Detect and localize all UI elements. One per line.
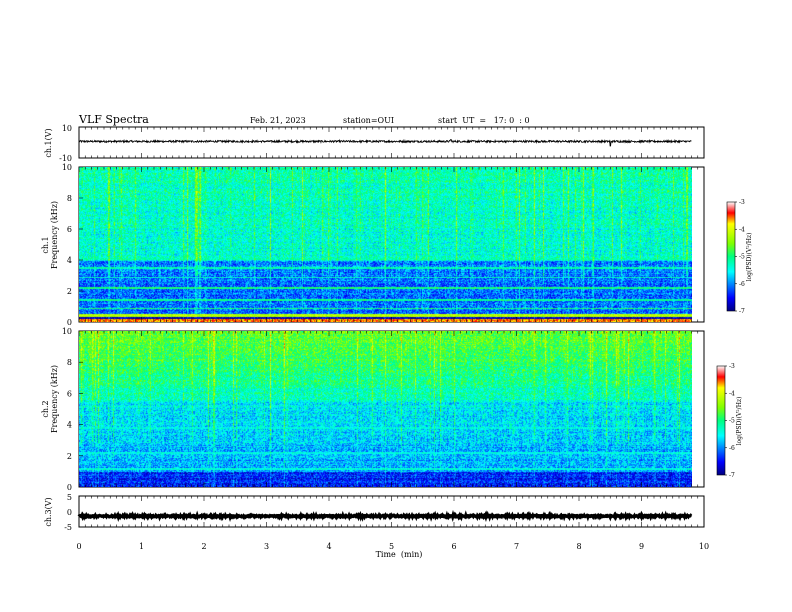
ch2-yticks: 0 2 4 6 8 10 <box>62 327 83 492</box>
date-label: Feb. 21, 2023 <box>250 116 306 125</box>
ch1-ytick: 8 <box>67 194 72 203</box>
ch1-ylabel-frequency: Frequency (kHz) <box>50 201 59 269</box>
time-tick-label: 8 <box>576 542 581 551</box>
ch3-ytick-mid: 0 <box>67 508 72 517</box>
time-tick-label: 0 <box>76 542 81 551</box>
ch2-ylabel-frequency: Frequency (kHz) <box>50 365 59 433</box>
ch1-colorbar-tick: -3 <box>739 199 745 206</box>
ch1-colorbar-tick: -4 <box>739 226 745 233</box>
ch1-spectrogram <box>79 167 692 322</box>
ch2-colorbar-tick: -4 <box>729 390 735 397</box>
time-axis-ticks: 0 1 2 3 4 5 6 7 8 9 10 <box>76 542 709 551</box>
ch2-ytick: 4 <box>67 421 72 430</box>
ch2-ylabel-channel: ch.2 <box>41 400 50 417</box>
ch1-ytick: 6 <box>67 225 72 234</box>
ch2-colorbar-tick: -7 <box>729 472 735 479</box>
ch1-trace <box>78 138 692 147</box>
time-tick-label: 2 <box>201 542 206 551</box>
ch1-waveform-panel: 10 -10 ch.1(V) <box>44 124 705 163</box>
ch2-colorbar-ticks: -3 -4 -5 -6 -7 <box>725 363 735 479</box>
ch2-colorbar-tick: -5 <box>729 418 735 425</box>
ch1-ytick-top: 10 <box>62 124 72 133</box>
ch1-ytick-bottom: -10 <box>59 154 72 163</box>
ch2-colorbar-tick: -6 <box>729 445 735 452</box>
time-tick-label: 10 <box>699 542 709 551</box>
ch2-ytick: 6 <box>67 389 72 398</box>
time-tick-label: 4 <box>326 542 331 551</box>
ch1-ylabel: ch.1(V) <box>44 128 53 157</box>
ch3-time-ticks <box>78 496 705 527</box>
ch1-colorbar-ticks: -3 -4 -5 -6 -7 <box>735 199 745 315</box>
ch1-colorbar <box>726 201 736 312</box>
time-tick-label: 6 <box>451 542 456 551</box>
ch2-colorbar-tick: -3 <box>729 363 735 370</box>
time-tick-label: 5 <box>389 542 394 551</box>
start-time-label: start UT = 17: 0 : 0 <box>438 116 530 125</box>
ch1-colorbar-tick: -5 <box>739 254 745 261</box>
ch1-ytick: 4 <box>67 256 72 265</box>
ch2-ytick: 0 <box>67 483 72 492</box>
ch2-ytick: 10 <box>62 327 72 336</box>
ch3-ytick-top: 5 <box>67 493 72 502</box>
ch1-ytick: 2 <box>67 287 72 296</box>
ch1-colorbar-tick: -7 <box>739 308 745 315</box>
ch3-ytick-bottom: -5 <box>64 523 72 532</box>
ch1-colorbar-label: log(PSD)(V²/Hz) <box>746 233 753 282</box>
ch2-ytick: 8 <box>67 358 72 367</box>
ch1-time-ticks <box>78 127 705 158</box>
ch1-ylabel-channel: ch.1 <box>41 236 50 253</box>
ch2-spectrogram-ticks <box>78 331 705 487</box>
figure-title: VLF Spectra <box>78 113 149 126</box>
ch1-spectrogram-ticks <box>78 167 705 322</box>
ch3-waveform-panel: 5 0 -5 ch.3(V) <box>44 493 705 532</box>
ch1-ytick: 10 <box>62 163 72 172</box>
ch1-ytick: 0 <box>67 318 72 327</box>
time-tick-label: 3 <box>264 542 269 551</box>
ch2-colorbar <box>716 365 726 476</box>
ch2-colorbar-label: log(PSD)(V²/Hz) <box>736 397 743 446</box>
ch3-trace <box>77 509 693 523</box>
time-tick-label: 7 <box>514 542 519 551</box>
ch2-spectrogram <box>79 331 692 487</box>
station-label: station=OUI <box>343 116 394 125</box>
ch1-colorbar-tick: -6 <box>739 281 745 288</box>
time-tick-label: 9 <box>639 542 644 551</box>
time-axis-label: Time (min) <box>376 550 423 559</box>
ch2-ytick: 2 <box>67 452 72 461</box>
time-tick-label: 1 <box>139 542 144 551</box>
ch1-yticks: 0 2 4 6 8 10 <box>62 163 83 327</box>
ch3-ylabel: ch.3(V) <box>44 497 53 526</box>
